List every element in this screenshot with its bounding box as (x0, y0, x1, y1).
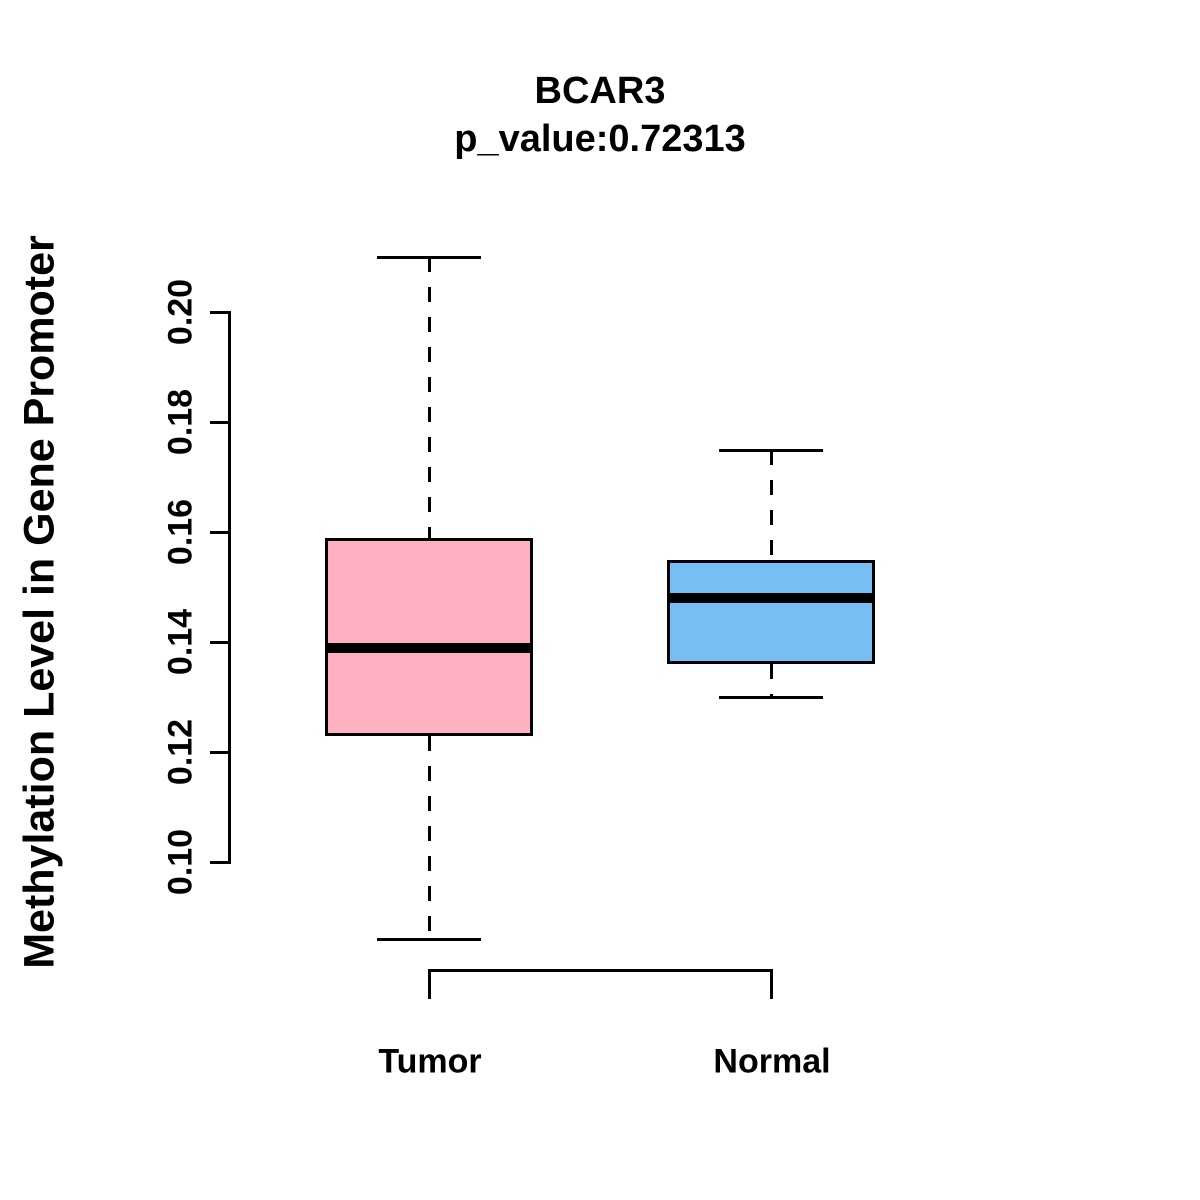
x-axis-bracket-bar (428, 969, 773, 972)
median-line-tumor (325, 643, 533, 653)
chart-subtitle: p_value:0.72313 (454, 118, 746, 160)
y-axis-tick-label: 0.16 (161, 498, 200, 566)
y-axis-tick-label: 0.10 (161, 828, 200, 896)
box-tumor (325, 538, 533, 736)
lower-whisker-tumor (428, 736, 431, 939)
y-axis-tick (210, 861, 231, 864)
y-axis-tick (210, 421, 231, 424)
upper-whisker-cap-tumor (377, 256, 481, 259)
y-axis-tick (210, 751, 231, 754)
x-axis-bracket-leg-tumor (428, 969, 431, 999)
y-axis-tick (210, 641, 231, 644)
chart-title: BCAR3 (534, 70, 666, 112)
lower-whisker-normal (770, 664, 773, 697)
upper-whisker-cap-normal (719, 449, 823, 452)
x-label-tumor: Tumor (378, 1042, 482, 1081)
lower-whisker-cap-tumor (377, 938, 481, 941)
y-axis-tick-label: 0.12 (161, 718, 200, 786)
y-axis-tick-label: 0.14 (161, 608, 200, 676)
upper-whisker-tumor (428, 257, 431, 538)
x-label-normal: Normal (713, 1042, 831, 1081)
y-axis-tick-label: 0.20 (161, 278, 200, 346)
y-axis-title: Methylation Level in Gene Promoter (15, 235, 64, 969)
y-axis-line (228, 311, 231, 864)
y-axis-tick (210, 531, 231, 534)
y-axis-tick (210, 311, 231, 314)
median-line-normal (667, 593, 875, 603)
upper-whisker-normal (770, 450, 773, 560)
x-axis-bracket-leg-normal (770, 969, 773, 999)
lower-whisker-cap-normal (719, 696, 823, 699)
box-normal (667, 560, 875, 664)
y-axis-tick-label: 0.18 (161, 388, 200, 456)
